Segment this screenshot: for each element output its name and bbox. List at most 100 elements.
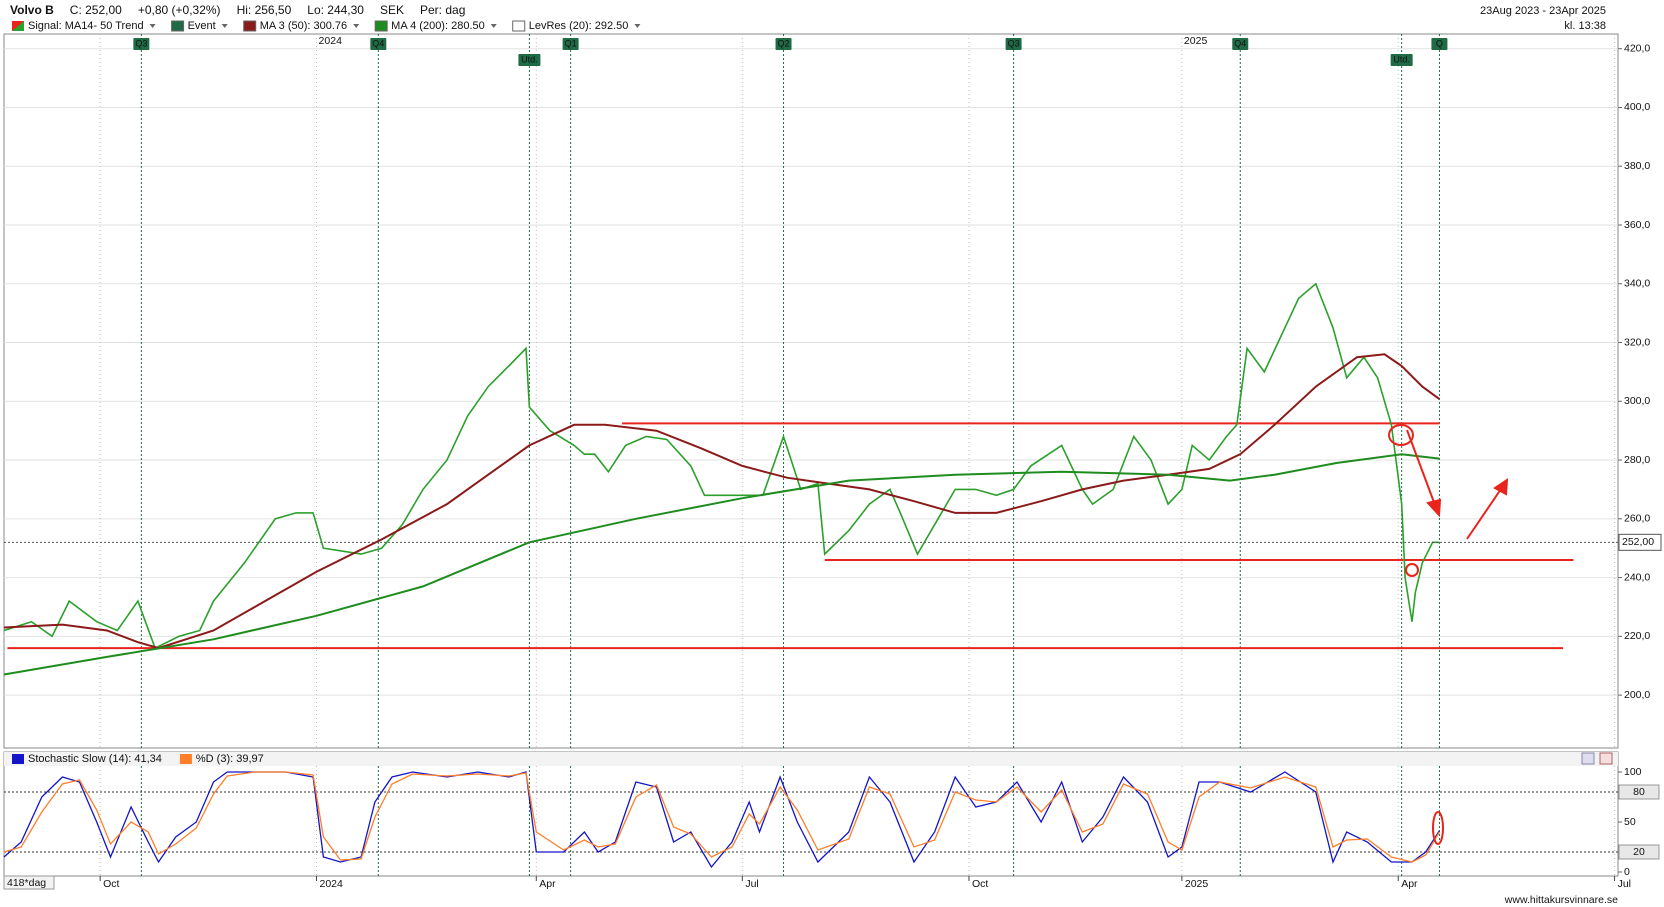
annotation-circle [1388,424,1414,446]
event-marker [518,54,541,66]
event-marker [562,38,579,50]
y-tick-label: 100 [1624,766,1642,778]
legend-swatch [179,754,192,764]
legend-label: LevRes (20): 292.50 [529,20,629,32]
legend-dropdown [490,24,497,28]
annotation-arrow [1466,488,1502,540]
annotation-arrowhead [1493,478,1509,496]
event-label: Utd. [1393,54,1410,64]
stochastic-header [4,752,1618,766]
legend-label: Stochastic Slow (14): 41,34 [28,753,162,765]
header-close: C: 252,00 [70,3,122,17]
main-panel [3,33,1619,749]
legend-swatch [12,21,24,31]
event-marker [1390,54,1413,66]
level-box [1618,844,1660,860]
zoom-button[interactable] [1581,752,1595,765]
x-tick-label: Jul [745,878,758,890]
level-label: 80 [1633,786,1645,798]
moving-average [3,453,1440,676]
event-marker [775,38,792,50]
event-label: Q3 [1008,38,1020,48]
legend-label: %D (3): 39,97 [196,753,264,765]
y-tick-label: 400,0 [1624,101,1650,113]
header-currency: SEK [380,3,404,17]
y-tick-label: 420,0 [1624,42,1650,54]
y-tick-label: 0 [1624,866,1630,878]
y-tick-label: 360,0 [1624,219,1650,231]
annotation-circle [1405,563,1419,577]
x-tick-label: 2024 [319,878,343,890]
annotation-circle [1432,811,1444,845]
event-label: Utd. [521,54,538,64]
level-box [1618,784,1660,800]
legend-swatch [374,20,388,32]
event-label: Q1 [565,38,577,48]
y-tick-label: 50 [1624,816,1636,828]
legend-swatch [243,20,257,32]
event-marker [370,38,387,50]
legend-swatch [12,754,24,764]
x-tick-label: 2025 [1185,878,1209,890]
header-change: +0,80 (+0,32%) [138,3,221,17]
event-label: Q4 [372,38,384,48]
annotation-arrowhead [1426,498,1442,518]
x-tick-label: Oct [972,878,988,890]
x-tick-label: Oct [103,878,119,890]
date-range: 23Aug 2023 - 23Apr 2025 [1480,5,1606,17]
legend-label: Event [188,20,216,32]
y-tick-label: 300,0 [1624,395,1650,407]
stochastic-line [3,771,1440,869]
y-tick-label: 240,0 [1624,571,1650,583]
source: www.hittakursvinnare.se [1504,894,1618,906]
event-label: Q [1436,38,1443,48]
panel-icons [1581,752,1613,765]
x-tick-label: Apr [539,878,556,890]
event-marker [133,38,150,50]
legend-label: MA 4 (200): 280.50 [391,20,485,32]
legend-dropdown [634,24,641,28]
x-tick-label: Apr [1401,878,1418,890]
y-tick-label: 220,0 [1624,630,1650,642]
header-low: Lo: 244,30 [307,3,364,17]
period-label: 418*dag [7,877,46,889]
x-tick-label: Jul [1618,878,1631,890]
y-tick-label: 340,0 [1624,278,1650,290]
event-label: Q3 [135,38,147,48]
annotation-arrow [1406,429,1436,506]
event-marker [1005,38,1022,50]
legend-label: MA 3 (50): 300.76 [260,20,347,32]
legend-swatch [171,20,185,32]
moving-average [3,353,1440,650]
event-label: Q4 [1234,38,1246,48]
event-marker [1232,38,1249,50]
event-label: Q2 [778,38,790,48]
year-label: 2024 [319,35,343,47]
level-label: 20 [1633,846,1645,858]
legend-dropdown [149,24,156,28]
close-button[interactable] [1599,752,1613,765]
year-label: 2025 [1184,35,1208,47]
last-price-box [1618,533,1662,551]
stochastic-line [3,771,1440,863]
legend-dropdown [221,24,228,28]
period-box [3,875,55,890]
legend-label: Signal: MA14- 50 Trend [28,20,144,32]
price-line [3,282,1440,650]
y-tick-label: 260,0 [1624,513,1650,525]
header-symbol: Volvo B [10,3,54,17]
header-period: Per: dag [420,3,465,17]
legend-dropdown [353,24,360,28]
time: kl. 13:38 [1564,20,1606,32]
event-marker [1431,38,1448,50]
last-price-label: 252,00 [1622,536,1654,548]
y-tick-label: 320,0 [1624,336,1650,348]
y-tick-label: 280,0 [1624,454,1650,466]
y-tick-label: 200,0 [1624,689,1650,701]
legend-swatch [512,20,526,32]
y-tick-label: 380,0 [1624,160,1650,172]
annotations [1388,424,1509,845]
